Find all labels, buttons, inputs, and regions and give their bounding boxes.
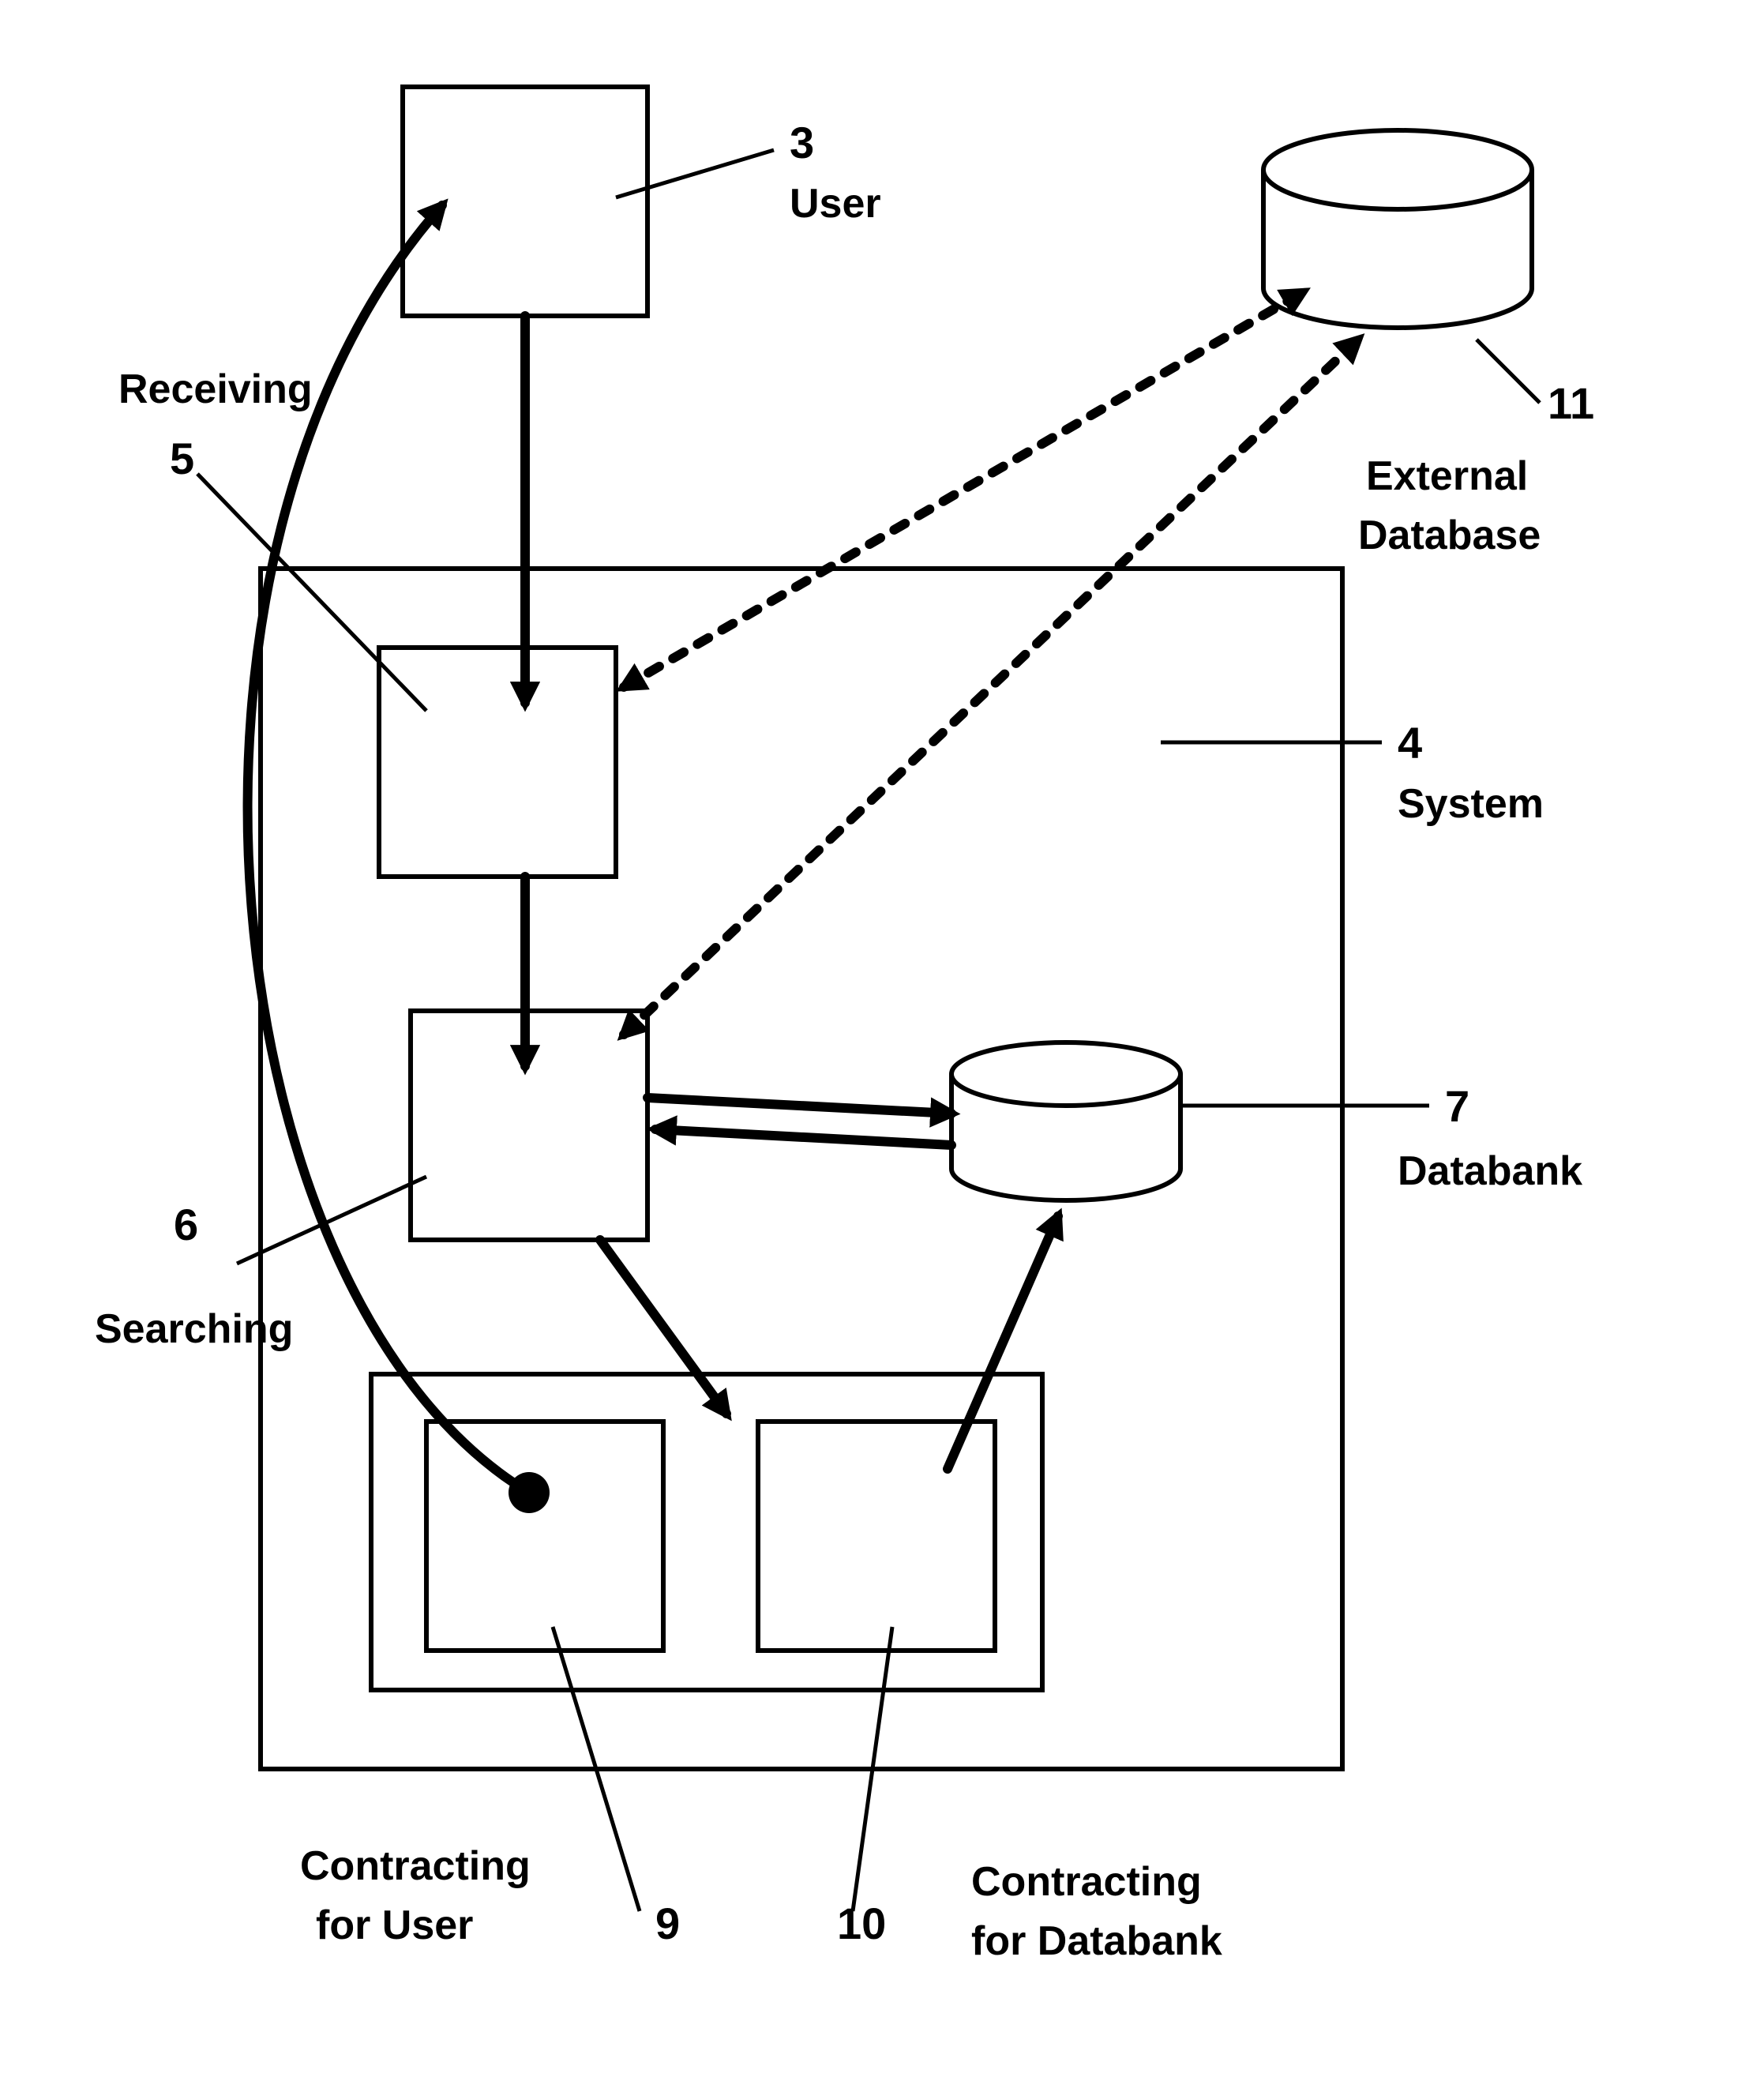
user-box <box>403 87 647 316</box>
label-receiving_lbl: Receiving <box>118 366 313 412</box>
leader-user <box>616 150 774 197</box>
label-system_num: 4 <box>1398 718 1422 768</box>
label-cu_lbl1: Contracting <box>300 1843 531 1889</box>
label-receiving_num: 5 <box>170 434 194 483</box>
label-searching_lbl: Searching <box>95 1306 293 1352</box>
label-user_lbl: User <box>790 181 881 227</box>
receiving-box <box>379 648 616 877</box>
edge-searching_to_databank_fwd <box>647 1098 951 1114</box>
label-cu_num: 9 <box>655 1899 680 1948</box>
label-cd_lbl1: Contracting <box>971 1859 1202 1905</box>
label-user_num: 3 <box>790 118 814 167</box>
label-ext_lbl1: External <box>1366 453 1528 499</box>
edge-start-dot <box>509 1472 550 1513</box>
databank-cylinder <box>951 1042 1180 1200</box>
edge-searching_to_group <box>600 1240 726 1414</box>
external-database-cylinder <box>1263 130 1532 328</box>
label-cu_lbl2: for User <box>316 1902 473 1948</box>
label-databank_num: 7 <box>1445 1081 1469 1131</box>
label-searching_num: 6 <box>174 1200 198 1249</box>
label-ext_num: 11 <box>1548 378 1594 428</box>
label-databank_lbl: Databank <box>1398 1148 1582 1194</box>
edge-databank_to_searching_back <box>655 1129 951 1145</box>
edge-searching_to_extdb <box>624 340 1358 1035</box>
label-system_lbl: System <box>1398 781 1544 827</box>
label-cd_lbl2: for Databank <box>971 1918 1222 1964</box>
contracting-user-box <box>426 1422 663 1651</box>
label-cd_num: 10 <box>837 1899 886 1948</box>
label-ext_lbl2: Database <box>1358 513 1541 558</box>
leader-receiving <box>197 474 426 711</box>
leader-ext_db <box>1477 340 1540 403</box>
contracting-databank-box <box>758 1422 995 1651</box>
